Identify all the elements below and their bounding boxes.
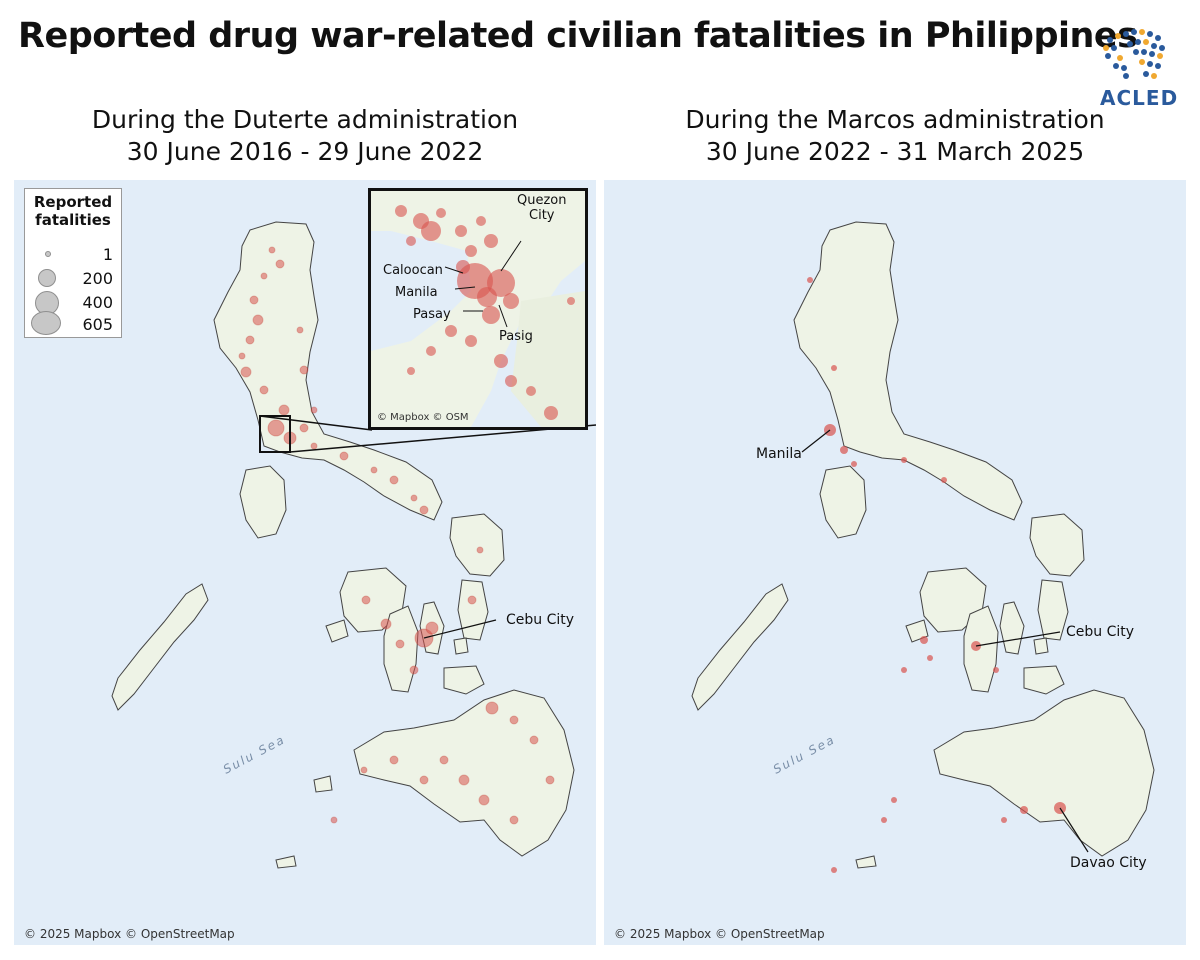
left-subtitle-line2: 30 June 2016 - 29 June 2022	[126, 137, 484, 166]
legend-circle-605	[31, 311, 61, 335]
land	[691, 221, 1155, 869]
legend-circle-200	[38, 269, 56, 287]
metro-manila-inset[interactable]: Quezon City Caloocan Manila Pasay Pasig …	[368, 188, 588, 430]
legend-value-200: 200	[82, 269, 113, 288]
left-subtitle-line1: During the Duterte administration	[91, 105, 519, 134]
right-subtitle-line1: During the Marcos administration	[685, 105, 1105, 134]
legend-title: Reported fatalities	[25, 189, 121, 229]
inset-label-manila: Manila	[395, 285, 438, 300]
inset-manila-leader	[454, 286, 476, 290]
inset-label-pasay: Pasay	[413, 307, 451, 322]
right-label-cebu-city: Cebu City	[1066, 624, 1135, 640]
legend-row-605: 605	[25, 311, 121, 337]
inset-caloocan-leader	[444, 266, 464, 274]
inset-label-quezon-city: Quezon City	[517, 193, 567, 223]
right-cebu-leader	[975, 631, 1061, 647]
right-label-davao-city: Davao City	[1070, 855, 1147, 871]
page-title: Reported drug war-related civilian fatal…	[18, 16, 1138, 56]
right-attribution[interactable]: © 2025 Mapbox © OpenStreetMap	[614, 927, 825, 941]
legend-circle-1	[45, 251, 51, 257]
left-sea-label: Sulu Sea	[221, 732, 288, 776]
legend-row-200: 200	[25, 267, 121, 291]
left-fatality-points	[238, 246, 555, 825]
inset-land-east	[511, 291, 585, 427]
left-cebu-leader	[423, 619, 497, 639]
right-map: Sulu Sea	[691, 221, 1155, 873]
right-manila-leader	[801, 429, 831, 453]
acled-logo	[1103, 29, 1165, 79]
inset-label-caloocan: Caloocan	[383, 263, 443, 278]
right-label-manila: Manila	[756, 446, 802, 462]
inset-attribution[interactable]: © Mapbox © OSM	[377, 412, 469, 423]
legend-title-line1: Reported	[33, 193, 113, 211]
inset-label-quezon-line1: Quezon	[517, 193, 567, 208]
inset-land	[371, 191, 585, 427]
legend-value-1: 1	[102, 245, 113, 264]
right-sea-label: Sulu Sea	[771, 732, 838, 776]
inset-label-pasig: Pasig	[499, 329, 533, 344]
logo-text: ACLED	[1100, 86, 1179, 110]
inset-fatality-points	[395, 205, 575, 420]
legend-value-400: 400	[82, 293, 113, 312]
legend-title-line2: fatalities	[35, 211, 111, 229]
legend: Reported fatalities 1 200 400 605	[24, 188, 122, 338]
right-subtitle: During the Marcos administration 30 June…	[604, 104, 1186, 168]
right-map-panel[interactable]: Sulu Sea Manila Cebu City Davao City © 2…	[604, 180, 1186, 945]
inset-map	[371, 191, 585, 427]
legend-row-1: 1	[25, 243, 121, 267]
left-label-cebu-city: Cebu City	[506, 612, 575, 628]
inset-pasig-leader	[498, 304, 508, 328]
inset-quezon-leader	[500, 240, 522, 272]
right-davao-leader	[1059, 807, 1089, 853]
legend-value-605: 605	[82, 315, 113, 334]
right-subtitle-line2: 30 June 2022 - 31 March 2025	[705, 137, 1085, 166]
left-attribution[interactable]: © 2025 Mapbox © OpenStreetMap	[24, 927, 235, 941]
inset-label-quezon-line2: City	[529, 208, 555, 223]
left-inset-focus-box	[259, 415, 291, 453]
left-inset-leader-top	[259, 415, 373, 431]
left-map: Sulu Sea	[111, 221, 596, 869]
left-subtitle: During the Duterte administration 30 Jun…	[14, 104, 596, 168]
inset-land-north	[371, 191, 585, 251]
land	[111, 221, 575, 869]
